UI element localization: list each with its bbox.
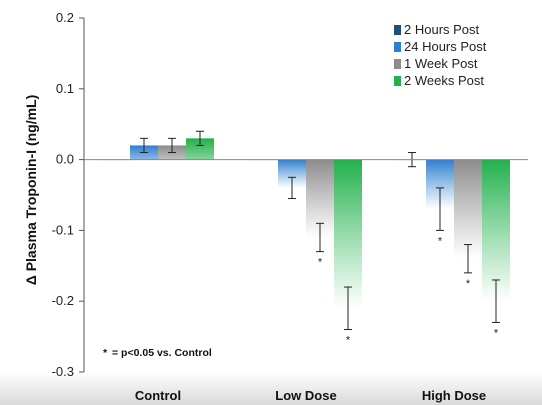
legend-swatch: [394, 59, 401, 69]
significance-star: *: [346, 335, 351, 347]
y-tick-label: 0.1: [56, 81, 74, 96]
bar: [186, 138, 214, 160]
y-tick-label: -0.1: [52, 222, 74, 237]
significance-star: *: [466, 278, 471, 290]
floor-shadow: [0, 372, 542, 405]
x-category-label: Low Dose: [275, 388, 336, 403]
y-tick-label: -0.2: [52, 293, 74, 308]
legend-swatch: [394, 42, 401, 52]
legend-swatch: [394, 25, 401, 35]
y-tick-label: -0.3: [52, 364, 74, 379]
x-category-label: High Dose: [422, 388, 486, 403]
significance-star: *: [438, 235, 443, 247]
legend-label: 1 Week Post: [404, 56, 478, 71]
significance-star: *: [318, 257, 323, 269]
bar: [454, 159, 482, 259]
y-tick-label: 0.0: [56, 152, 74, 167]
y-tick-label: 0.2: [56, 10, 74, 25]
legend-swatch: [394, 76, 401, 86]
legend-label: 2 Weeks Post: [404, 73, 484, 88]
significance-star: *: [494, 327, 499, 339]
x-category-label: Control: [135, 388, 181, 403]
annotation-star: *: [103, 347, 108, 359]
bar: [334, 159, 362, 309]
significance-note: = p<0.05 vs. Control: [112, 347, 212, 359]
legend-label: 24 Hours Post: [404, 39, 487, 54]
legend-label: 2 Hours Post: [404, 22, 480, 37]
y-axis-label: Δ Plasma Troponin-I (ng/mL): [23, 95, 39, 286]
bar: [482, 159, 510, 302]
